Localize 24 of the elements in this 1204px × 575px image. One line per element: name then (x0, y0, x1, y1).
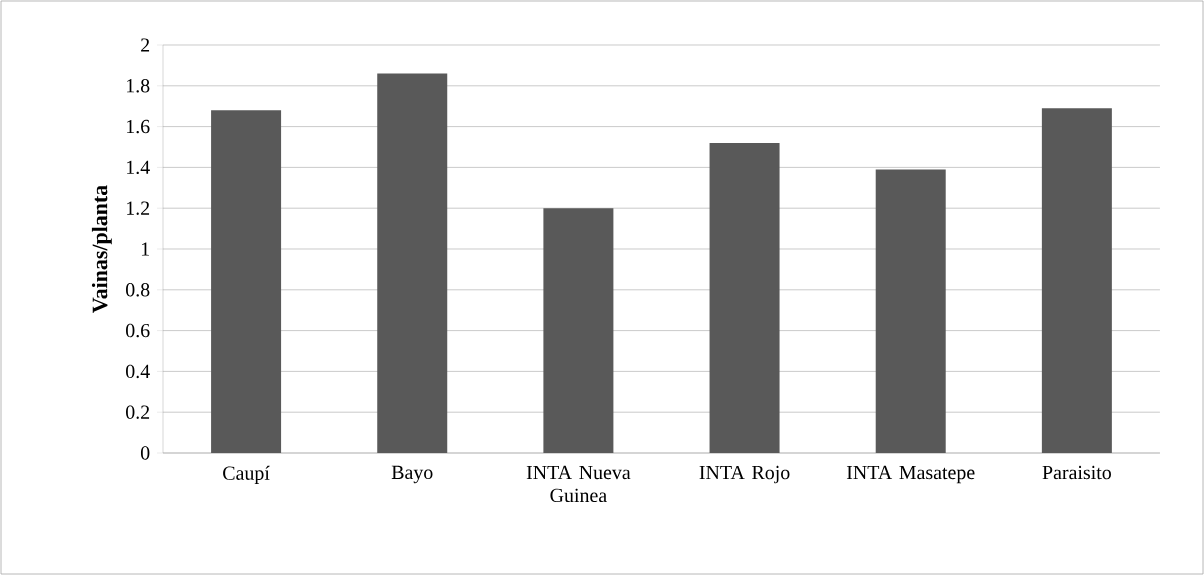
bar (211, 110, 282, 453)
y-tick-label: 1 (141, 242, 149, 256)
x-tick-label: Caupí (223, 465, 270, 484)
y-tick-label: 1.4 (127, 160, 150, 175)
bar (543, 208, 614, 453)
y-tick-label: 0 (140, 446, 150, 460)
y-tick-label: 0.4 (126, 364, 150, 379)
y-tick-label: 0.2 (126, 405, 150, 419)
x-tick-label: Paraisito (1042, 465, 1111, 480)
y-axis-title: Vainas/planta (91, 185, 112, 313)
x-tick-label: Bayo (391, 465, 433, 484)
y-tick-label: 1.6 (127, 119, 150, 134)
y-tick-label: 2 (141, 38, 150, 52)
y-tick-label: 0.8 (126, 283, 150, 297)
bar (709, 142, 780, 453)
bar (377, 73, 448, 453)
bar (1041, 108, 1112, 453)
y-tick-label: 0.6 (126, 323, 150, 338)
bar (875, 169, 946, 453)
y-tick-label: 1.2 (127, 201, 150, 215)
x-tick-label: INTA Nueva Guinea (526, 465, 631, 503)
x-tick-label: INTA Rojo (699, 465, 790, 484)
y-tick-label: 1.8 (127, 79, 150, 93)
x-tick-label: INTA Masatepe (846, 465, 975, 484)
